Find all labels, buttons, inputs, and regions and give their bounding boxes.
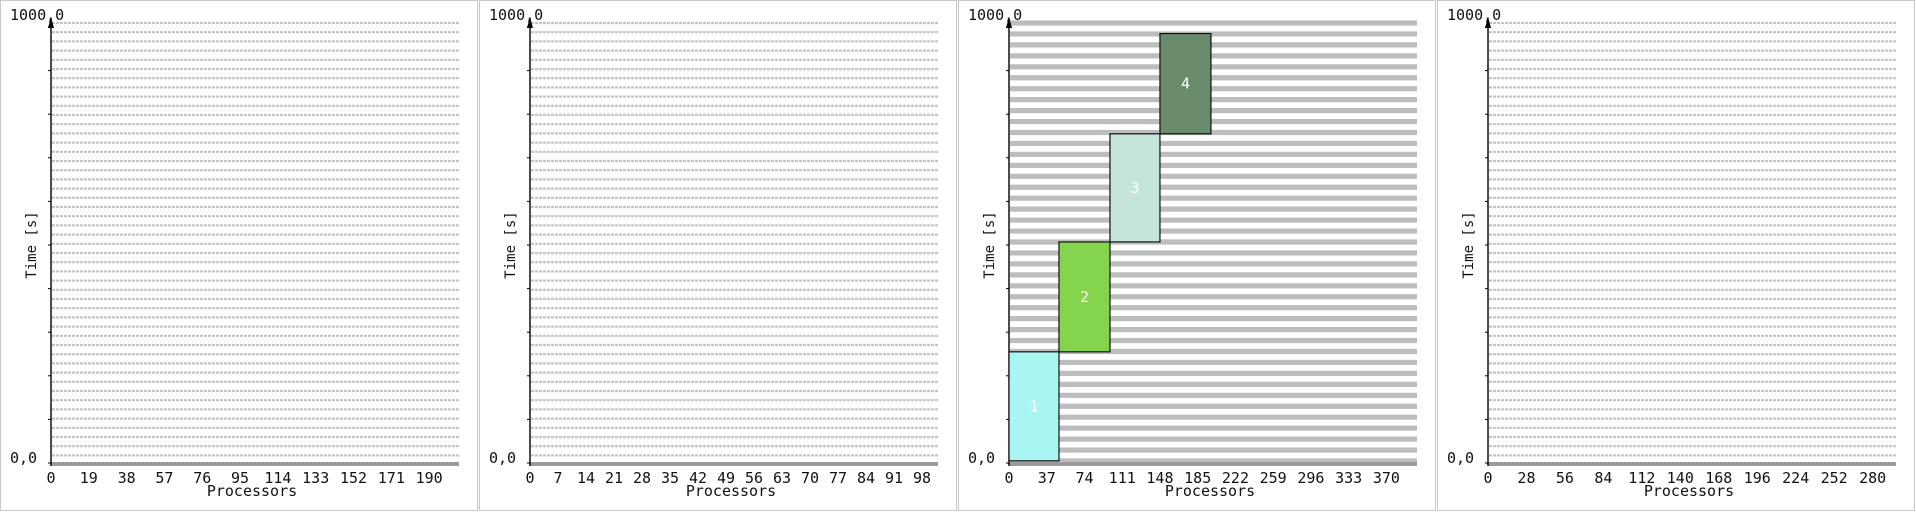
x-tick-label: 224: [1782, 469, 1809, 487]
x-axis-band: [51, 462, 459, 466]
x-tick-label: 185: [1184, 469, 1211, 487]
y-ticks: [1485, 26, 1488, 464]
panel-frame: [479, 0, 957, 511]
y-axis-title: Time [s]: [982, 211, 998, 278]
y-axis-title: Time [s]: [24, 211, 40, 278]
x-tick-label: 196: [1744, 469, 1771, 487]
y-top-label: 1000,0: [1447, 6, 1501, 24]
x-tick-label: 95: [231, 469, 249, 487]
x-tick-label: 148: [1146, 469, 1173, 487]
x-tick-label: 49: [717, 469, 735, 487]
x-tick-label: 84: [1594, 469, 1612, 487]
x-tick-label: 0: [1004, 469, 1013, 487]
panel-frame: [0, 0, 478, 511]
task-block-4: [1159, 32, 1212, 135]
x-axis-title: Processors: [207, 482, 297, 500]
chart-panel-4: 1000,0 0,0 Time [s] 0 28 56 84 112 140 168 196 224 2…: [1437, 0, 1915, 511]
x-tick-label: 0: [46, 469, 55, 487]
y-axis-title: Time [s]: [1461, 211, 1477, 278]
y-bottom-label: 0,0: [489, 449, 516, 467]
x-tick-label: 98: [913, 469, 931, 487]
x-tick-labels: 0 37 74 111 148 185 222 259 296 333 370: [1004, 469, 1399, 487]
x-tick-label: 222: [1222, 469, 1249, 487]
x-tick-label: 56: [745, 469, 763, 487]
x-tick-label: 91: [885, 469, 903, 487]
y-ticks: [527, 26, 530, 464]
x-tick-label: 57: [155, 469, 173, 487]
x-tick-label: 0: [1483, 469, 1492, 487]
x-tick-label: 19: [80, 469, 98, 487]
x-tick-label: 74: [1075, 469, 1093, 487]
task-label: 3: [1130, 179, 1139, 197]
x-tick-label: 152: [340, 469, 367, 487]
x-axis-band: [530, 462, 938, 466]
x-tick-label: 84: [857, 469, 875, 487]
x-tick-label: 7: [553, 469, 562, 487]
x-tick-label: 111: [1109, 469, 1136, 487]
x-tick-label: 28: [633, 469, 651, 487]
x-tick-labels: 0 28 56 84 112 140 168 196 224 252 280: [1483, 469, 1886, 487]
y-bottom-label: 0,0: [10, 449, 37, 467]
y-top-label: 1000,0: [489, 6, 543, 24]
x-tick-label: 0: [525, 469, 534, 487]
task-block-3: [1109, 133, 1161, 243]
chart-panel-3: 1000,0 0,0 Time [s] 0 37 74 111 148 185 222 259 296…: [958, 0, 1436, 511]
x-tick-label: 370: [1373, 469, 1400, 487]
x-tick-label: 14: [577, 469, 595, 487]
task-blocks: 1 2 3 4: [1008, 32, 1212, 462]
task-block-1: [1008, 351, 1060, 462]
x-tick-label: 63: [773, 469, 791, 487]
task-block-2: [1058, 241, 1111, 353]
x-tick-label: 28: [1517, 469, 1535, 487]
y-axis-arrow: [1006, 17, 1012, 28]
x-tick-label: 35: [661, 469, 679, 487]
y-axis-arrow: [48, 17, 54, 28]
y-ticks: [48, 26, 51, 464]
x-tick-label: 190: [416, 469, 443, 487]
x-tick-label: 171: [378, 469, 405, 487]
x-tick-label: 133: [302, 469, 329, 487]
x-tick-label: 296: [1297, 469, 1324, 487]
chart-panel-2: 1000,0 0,0 Time [s] 0 7 14 21 28 35 42 49 56 63 70 77 8…: [479, 0, 957, 511]
x-tick-label: 38: [118, 469, 136, 487]
task-label: 4: [1181, 75, 1190, 93]
x-axis-band: [1488, 462, 1896, 466]
x-axis-title: Processors: [1644, 482, 1734, 500]
x-axis-title: Processors: [686, 482, 776, 500]
x-tick-label: 140: [1667, 469, 1694, 487]
task-label: 1: [1029, 397, 1038, 415]
x-tick-label: 56: [1556, 469, 1574, 487]
x-tick-label: 112: [1628, 469, 1655, 487]
x-tick-label: 333: [1335, 469, 1362, 487]
y-top-label: 1000,0: [10, 6, 64, 24]
x-tick-label: 280: [1859, 469, 1886, 487]
task-label: 2: [1080, 288, 1089, 306]
y-top-label: 1000,0: [968, 6, 1022, 24]
x-tick-label: 21: [605, 469, 623, 487]
x-tick-label: 37: [1038, 469, 1056, 487]
x-tick-label: 252: [1821, 469, 1848, 487]
x-tick-label: 42: [689, 469, 707, 487]
x-tick-label: 168: [1705, 469, 1732, 487]
x-axis-title: Processors: [1165, 482, 1255, 500]
x-tick-label: 114: [264, 469, 291, 487]
x-tick-label: 76: [193, 469, 211, 487]
x-tick-labels: 0 19 38 57 76 95 114 133 152 171 190: [46, 469, 442, 487]
x-axis-band: [1009, 462, 1417, 466]
panel-frame: [1437, 0, 1915, 511]
y-axis-title: Time [s]: [503, 211, 519, 278]
y-axis-arrow: [527, 17, 533, 28]
x-tick-label: 77: [829, 469, 847, 487]
y-bottom-label: 0,0: [1447, 449, 1474, 467]
x-tick-labels: 0 7 14 21 28 35 42 49 56 63 70 77 84 91 98: [525, 469, 931, 487]
chart-panel-1: 1000,0 0,0 Time [s] 0 19 38 57 76 95 114 133 152 171…: [0, 0, 478, 511]
y-bottom-label: 0,0: [968, 449, 995, 467]
x-tick-label: 259: [1260, 469, 1287, 487]
x-tick-label: 70: [801, 469, 819, 487]
y-axis-arrow: [1485, 17, 1491, 28]
